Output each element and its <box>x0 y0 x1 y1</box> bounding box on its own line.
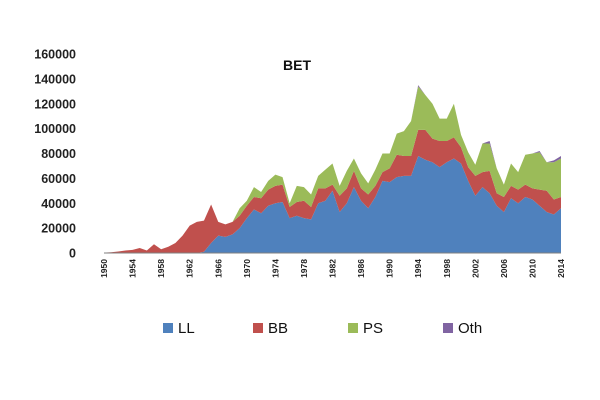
legend-swatch <box>443 323 453 333</box>
legend-swatch <box>348 323 358 333</box>
area-series-ll <box>104 155 561 253</box>
x-tick-label: 1950 <box>99 259 109 278</box>
x-tick-label: 1990 <box>385 259 395 278</box>
y-tick-label: 140000 <box>34 72 76 86</box>
x-tick-label: 1962 <box>185 259 195 278</box>
x-tick-label: 1970 <box>242 259 252 278</box>
x-tick-label: 2010 <box>527 259 537 278</box>
area-series-bb <box>104 129 561 253</box>
y-tick-label: 160000 <box>34 48 76 62</box>
x-tick-label: 1966 <box>213 259 223 278</box>
legend-item-bb: BB <box>253 320 288 337</box>
x-tick-label: 2002 <box>470 259 480 278</box>
area-series-ps <box>104 86 561 253</box>
x-tick-label: 1954 <box>128 259 138 278</box>
x-tick-label: 1974 <box>270 259 280 278</box>
legend-item-oth: Oth <box>443 320 482 337</box>
x-tick-label: 2014 <box>556 259 566 278</box>
x-axis-tick-labels: 1950 1954 1958 1962 1966 1970 1974 1978 1982 1986… <box>99 259 566 278</box>
legend-item-ps: PS <box>348 320 383 337</box>
y-tick-label: 40000 <box>41 197 76 211</box>
x-tick-label: 1982 <box>328 259 338 278</box>
x-tick-label: 1958 <box>156 259 166 278</box>
y-tick-label: 20000 <box>41 222 76 236</box>
legend-label: PS <box>363 320 383 337</box>
legend-swatch <box>253 323 263 333</box>
legend-label: BB <box>268 320 288 337</box>
y-tick-label: 60000 <box>41 172 76 186</box>
y-tick-label: 80000 <box>41 147 76 161</box>
y-tick-label: 120000 <box>34 97 76 111</box>
legend-label: Oth <box>458 320 482 337</box>
x-tick-label: 1986 <box>356 259 366 278</box>
legend-item-ll: LL <box>163 320 195 337</box>
x-tick-label: 1994 <box>413 259 423 278</box>
x-tick-label: 2006 <box>499 259 509 278</box>
legend-swatch <box>163 323 173 333</box>
legend-label: LL <box>178 320 195 337</box>
areas-layer <box>104 85 561 253</box>
y-axis-tick-labels: 0 20000 40000 60000 80000 100000 120000 140000 1… <box>34 48 76 261</box>
x-tick-label: 1978 <box>299 259 309 278</box>
legend: LL BB PS Oth <box>163 320 482 337</box>
chart-title: BET <box>283 57 311 73</box>
y-tick-label: 0 <box>69 247 76 261</box>
y-tick-label: 100000 <box>34 122 76 136</box>
x-tick-label: 1998 <box>442 259 452 278</box>
